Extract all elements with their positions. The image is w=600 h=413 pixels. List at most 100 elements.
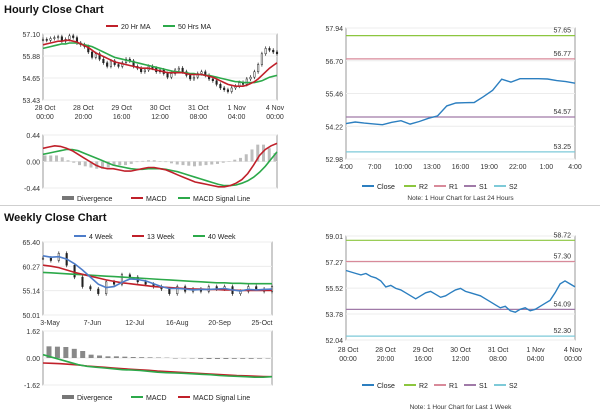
hourly-price-candle — [72, 35, 75, 38]
hourly-price-xtick: 4 Nov — [266, 105, 285, 112]
hourly-price-xtick: 28 Oct — [73, 105, 94, 112]
weekly-macd-ytick: 0.00 — [26, 356, 40, 363]
hourly-price-xtick: 1 Nov — [228, 105, 247, 112]
weekly-macd-ytick: -1.62 — [24, 383, 40, 390]
hourly-24h-ytick: 56.70 — [325, 59, 343, 66]
hourly-price-candle — [253, 71, 256, 78]
hourly-legend-ma20-label: 20 Hr MA — [121, 24, 151, 31]
hourly-legend-divergence-swatch — [62, 196, 74, 200]
hourly-macd-ytick: 0.00 — [26, 160, 40, 167]
hourly-divergence-bar — [89, 161, 93, 168]
hourly-24h-legend-close-label: Close — [377, 184, 395, 191]
hourly-price-candle — [219, 84, 222, 89]
hourly-price-xtick: 28 Oct — [35, 105, 56, 112]
hourly-price-xtick: 12:00 — [151, 114, 169, 121]
weekly-price-candle — [41, 257, 45, 260]
hourly-price-candle — [257, 64, 260, 73]
hourly-divergence-bar — [60, 157, 64, 162]
hourly-24h-xtick: 4:00 — [339, 164, 353, 171]
weekly-price-candle — [176, 286, 179, 294]
hourly-price-candle — [215, 80, 218, 85]
hourly-price-xtick: 16:00 — [113, 114, 131, 121]
weekly-divergence-bar — [265, 358, 271, 359]
hourly-macd-ytick: 0.44 — [26, 133, 40, 140]
weekly-divergence-bar — [139, 357, 145, 358]
hourly-divergence-bar — [129, 161, 133, 164]
hourly-price-candle — [264, 48, 267, 55]
hourly-price-candle — [143, 69, 146, 73]
hourly-price-candle — [200, 71, 203, 74]
hourly-divergence-bar — [175, 161, 179, 165]
weekly-last1-level-label: 58.72 — [553, 232, 571, 239]
hourly-price-candle — [177, 67, 180, 71]
weekly-last1-xtick: 28 Oct — [338, 347, 359, 354]
weekly-last1-legend-r2-label: R2 — [419, 383, 428, 390]
weekly-last1-ytick: 57.27 — [325, 260, 343, 267]
weekly-legend-macd-label: MACD — [146, 395, 167, 402]
weekly-last1-xtick: 28 Oct — [375, 347, 396, 354]
weekly-divergence-bar — [198, 358, 204, 359]
weekly-divergence-bar — [172, 358, 178, 359]
hourly-24h-level-label: 53.25 — [553, 144, 571, 151]
hourly-price-ytick: 53.43 — [22, 98, 40, 105]
weekly-price-candle — [144, 281, 147, 285]
weekly-divergence-bar — [63, 347, 69, 358]
hourly-24h-ytick: 57.94 — [325, 26, 343, 33]
hourly-price-candle — [106, 62, 109, 67]
hourly-divergence-bar — [267, 148, 271, 162]
weekly-legend-4week-label: 4 Week — [89, 234, 113, 241]
weekly-price-candle — [89, 286, 92, 290]
hourly-divergence-bar — [112, 161, 116, 166]
weekly-last1-xtick: 08:00 — [489, 356, 507, 363]
hourly-price-candle — [181, 67, 184, 73]
hourly-price-candle — [57, 36, 60, 38]
hourly-divergence-bar — [239, 157, 242, 162]
hourly-macd-line — [42, 142, 278, 188]
hourly-price-xtick: 30 Oct — [150, 105, 171, 112]
weekly-last1-xtick: 12:00 — [452, 356, 470, 363]
weekly-divergence-bar — [156, 357, 161, 358]
weekly-divergence-bar — [80, 351, 86, 358]
weekly-price-candle — [73, 264, 76, 278]
weekly-price-ytick: 50.01 — [22, 313, 40, 320]
hourly-divergence-bar — [193, 161, 196, 167]
weekly-price-ytick: 65.40 — [22, 240, 40, 247]
weekly-last1-ytick: 59.01 — [325, 234, 343, 241]
weekly-price-xtick: 20-Sep — [208, 320, 231, 327]
hourly-24h-note: Note: 1 Hour Chart for Last 24 Hours — [407, 195, 514, 202]
weekly-price-candle — [168, 288, 171, 294]
hourly-24h-legend-s2-label: S2 — [509, 184, 518, 191]
weekly-divergence-bar — [71, 348, 77, 358]
hourly-legend-signal-label: MACD Signal Line — [193, 196, 250, 203]
weekly-last1-xtick: 00:00 — [339, 356, 357, 363]
weekly-divergence-bar — [113, 356, 119, 358]
weekly-price-candle — [49, 257, 52, 261]
weekly-last1-legend-close-label: Close — [377, 383, 395, 390]
weekly-price-candle — [128, 274, 131, 278]
hourly-price-candle — [49, 38, 52, 41]
hourly-price-candle — [68, 35, 71, 40]
hourly-24h-xtick: 1:00 — [540, 164, 554, 171]
hourly-divergence-bar — [78, 161, 81, 166]
weekly-last1-level-label: 54.09 — [553, 301, 571, 308]
weekly-divergence-bar — [46, 346, 52, 358]
hourly-24h-xtick: 13:00 — [423, 164, 441, 171]
hourly-divergence-bar — [170, 161, 173, 164]
weekly-last1-xtick: 16:00 — [414, 356, 432, 363]
weekly-divergence-bar — [257, 358, 263, 359]
hourly-price-candle — [275, 51, 279, 55]
hourly-24h-xtick: 7:00 — [368, 164, 382, 171]
hourly-divergence-bar — [250, 149, 254, 162]
hourly-divergence-bar — [106, 161, 110, 168]
hourly-section-title: Hourly Close Chart — [4, 4, 104, 16]
hourly-price-candle — [109, 60, 112, 67]
hourly-price-ytick: 54.65 — [22, 76, 40, 83]
weekly-price-candle — [97, 288, 100, 294]
weekly-last1-xtick: 4 Nov — [564, 347, 583, 354]
weekly-price-xtick: 12-Jul — [125, 320, 145, 327]
weekly-divergence-bar — [248, 358, 254, 359]
hourly-price-candle — [272, 49, 275, 53]
weekly-last1-xtick: 20:00 — [377, 356, 395, 363]
weekly-divergence-bar — [189, 358, 195, 359]
hourly-legend-macd-label: MACD — [146, 196, 167, 203]
